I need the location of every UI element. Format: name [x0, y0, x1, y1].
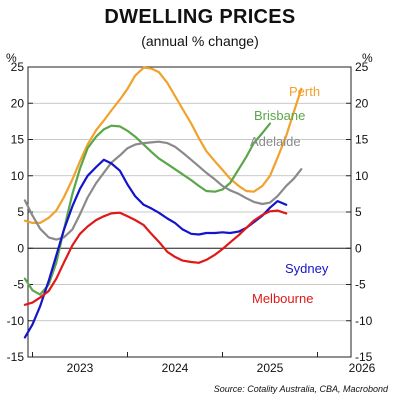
- x-tick-label: 2024: [162, 361, 189, 375]
- series-label-sydney: Sydney: [285, 261, 329, 276]
- chart-subtitle: (annual % change): [141, 33, 259, 49]
- y-tick-label-right: -15: [355, 350, 373, 364]
- y-tick-label-right: 0: [355, 241, 362, 255]
- y-tick-label-left: 5: [17, 205, 24, 219]
- series-line-sydney: [23, 158, 288, 339]
- y-tick-label-left: 20: [11, 96, 25, 110]
- source-note: Source: Cotality Australia, CBA, Macrobo…: [213, 384, 388, 394]
- y-tick-label-right: -10: [355, 314, 373, 328]
- y-tick-label-left: 25: [11, 60, 25, 74]
- series-label-perth: Perth: [289, 84, 320, 99]
- series-label-melbourne: Melbourne: [252, 291, 313, 306]
- y-tick-label-left: -5: [13, 278, 24, 292]
- y-tick-label-left: 15: [11, 133, 25, 147]
- y-tick-label-right: 5: [355, 205, 362, 219]
- y-tick-label-right: 10: [355, 169, 369, 183]
- y-tick-label-right: 25: [355, 60, 369, 74]
- x-tick-label: 2023: [67, 361, 94, 375]
- y-tick-label-left: -15: [7, 350, 25, 364]
- x-tick-label: 2025: [257, 361, 284, 375]
- y-tick-label-left: 0: [17, 241, 24, 255]
- y-tick-label-left: -10: [7, 314, 25, 328]
- series-line-adelaide: [23, 140, 303, 241]
- series-label-brisbane: Brisbane: [254, 108, 305, 123]
- series-line-perth: [23, 66, 303, 224]
- series-label-adelaide: Adelaide: [250, 134, 301, 149]
- y-tick-label-right: -5: [355, 278, 366, 292]
- y-unit-left: %: [6, 51, 17, 65]
- y-unit-right: %: [362, 51, 373, 65]
- x-tick-label: 2026: [349, 361, 376, 375]
- y-tick-label-right: 20: [355, 96, 369, 110]
- series-line-melbourne: [23, 209, 288, 306]
- chart-title: DWELLING PRICES: [104, 6, 296, 28]
- y-tick-label-right: 15: [355, 133, 369, 147]
- y-tick-label-left: 10: [11, 169, 25, 183]
